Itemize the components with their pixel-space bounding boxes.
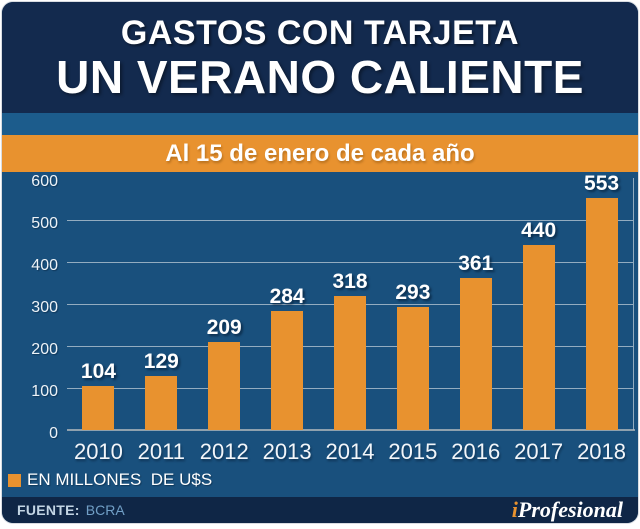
y-tick-label: 100: [31, 383, 58, 400]
source-label: FUENTE:: [17, 502, 80, 518]
bar-value-label: 361: [458, 252, 494, 276]
x-tick-label: 2014: [325, 439, 375, 464]
brand-logo-prefix: i: [511, 497, 518, 522]
x-tick-label: 2015: [388, 439, 438, 464]
bar: [334, 296, 366, 430]
bar-value-label: 284: [269, 284, 305, 308]
header: GASTOS CON TARJETA UN VERANO CALIENTE: [2, 2, 638, 113]
y-tick-label: 300: [31, 299, 58, 316]
bar: [585, 197, 618, 430]
y-tick-label: 0: [49, 425, 58, 442]
bar-value-label: 209: [206, 316, 242, 340]
bar-value-label: 129: [143, 349, 179, 373]
subtitle-banner: Al 15 de enero de cada año: [2, 135, 638, 172]
bar-value-label: 318: [332, 270, 368, 294]
source-value: BCRA: [85, 502, 125, 518]
gridline: [67, 262, 633, 263]
source-note: FUENTE: BCRA: [17, 502, 125, 518]
bar: [145, 375, 178, 430]
x-tick-label: 2018: [577, 439, 627, 464]
bar-value-label: 104: [80, 360, 116, 384]
bar: [459, 278, 492, 430]
x-tick-label: 2013: [262, 439, 312, 464]
y-tick-label: 400: [31, 257, 58, 274]
bar-value-label: 440: [521, 219, 557, 243]
footer: FUENTE: BCRA iProfesional: [2, 497, 638, 523]
y-tick-label: 600: [31, 173, 58, 190]
bar-chart: EN MILLONES DE U$S 0 100 200 300 400 500 600 10…: [2, 172, 638, 497]
legend: EN MILLONES DE U$S: [8, 470, 213, 489]
x-tick-label: 2012: [199, 439, 249, 464]
gridline: [67, 220, 633, 221]
x-tick-label: 2017: [514, 439, 564, 464]
plot-right-border: [633, 178, 634, 430]
y-tick-label: 500: [31, 215, 58, 232]
x-tick-label: 2010: [73, 439, 123, 464]
bar: [208, 342, 241, 430]
bar: [82, 386, 115, 430]
legend-swatch-icon: [8, 473, 21, 487]
x-axis-line: [67, 429, 635, 431]
bar: [396, 306, 429, 430]
bar-value-label: 553: [584, 171, 620, 195]
x-tick-label: 2016: [451, 439, 501, 464]
brand-logo-name: Profesional: [517, 497, 623, 522]
y-tick-label: 200: [31, 341, 58, 358]
bar: [271, 310, 304, 430]
legend-label: EN MILLONES DE U$S: [27, 470, 213, 489]
subtitle-text: Al 15 de enero de cada año: [165, 139, 475, 167]
brand-logo: iProfesional: [512, 499, 623, 521]
header-divider-strip: [2, 113, 638, 135]
title-line-1: GASTOS CON TARJETA: [120, 13, 520, 52]
x-tick-label: 2011: [137, 439, 185, 464]
infographic-panel: GASTOS CON TARJETA UN VERANO CALIENTE Al…: [2, 2, 638, 523]
title-line-2: UN VERANO CALIENTE: [56, 50, 584, 103]
bar: [522, 245, 555, 430]
bar-value-label: 293: [395, 280, 431, 304]
